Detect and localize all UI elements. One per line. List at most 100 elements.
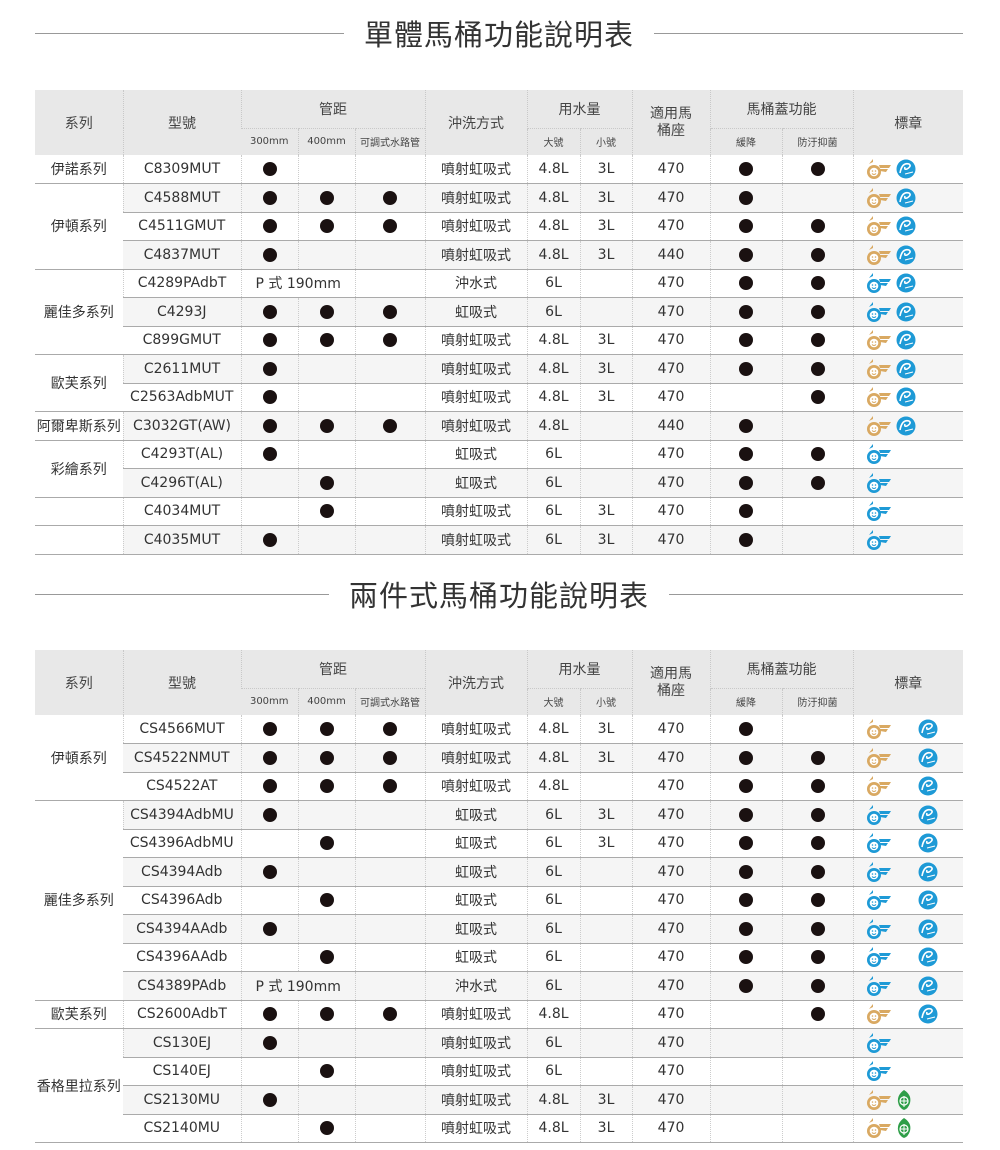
eco-label-blue-icon [896,359,916,379]
header-pipe-distance: 管距 [240,650,426,688]
badges-cell [852,240,964,270]
check-dot-icon [739,779,754,794]
divider [669,593,964,595]
flush-type-cell: 噴射虹吸式 [424,383,528,412]
header-flush-type: 沖洗方式 [424,90,528,155]
anti-cell [781,914,854,944]
subheader-p300: 300mm [241,127,298,155]
header-lid-function: 馬桶蓋功能 [709,650,854,688]
water-big-cell: 4.8L [526,354,581,384]
pipe-p400-cell [297,1028,355,1058]
slow-cell [709,383,783,412]
water-saving-gold-icon [866,719,891,739]
model-cell: CS140EJ [123,1057,241,1086]
pipe-adj-cell [354,497,426,526]
water-big-cell: 6L [526,914,581,944]
check-dot-icon [262,247,277,262]
badges-cell [852,1085,964,1115]
subheader-p400: 400mm [297,687,355,715]
check-dot-icon [262,864,277,879]
water-small-cell [579,857,633,887]
eco-label-blue-icon [896,387,916,407]
subheader-adj: 可調式水路管 [354,687,426,715]
check-dot-icon [262,447,277,462]
pipe-adj-cell [354,829,426,858]
check-dot-icon [319,190,334,205]
check-dot-icon [262,779,277,794]
check-dot-icon [810,333,825,348]
water-saving-gold-icon [866,358,891,379]
table-row: 彩繪系列 C4293T(AL) 虹吸式 6L 470 [35,440,964,498]
check-dot-icon [383,722,398,736]
water-big-cell: 6L [526,468,581,498]
water-small-cell: 3L [579,383,633,412]
seat-size-cell: 470 [631,829,711,858]
slow-cell [709,468,783,498]
check-dot-icon [810,1007,825,1022]
anti-cell [781,829,854,858]
pipe-adj-cell [354,440,426,469]
pipe-p400-cell [297,1085,355,1115]
seat-size-cell: 470 [631,914,711,944]
badges-cell [852,269,964,298]
subheader-p300: 300mm [241,687,298,715]
slow-cell [709,497,783,526]
pipe-p300-cell [240,772,298,801]
subheader-big: 大號 [526,127,581,155]
header-water-usage: 用水量 [526,90,633,128]
check-dot-icon [810,950,825,965]
pipe-p400-cell [297,155,355,184]
water-saving-blue-icon [866,301,891,322]
water-small-cell [579,468,633,498]
subheader-slow: 緩降 [709,687,783,715]
check-dot-icon [739,219,754,234]
seat-size-cell: 470 [631,354,711,384]
seat-size-cell: 470 [631,772,711,801]
model-cell: C4296T(AL) [123,468,241,498]
check-dot-icon [810,893,825,908]
water-small-cell [579,914,633,944]
model-cell: CS2130MU [123,1085,241,1115]
table-row: CS4396AdbMU 虹吸式 6L 3L 470 [35,829,964,858]
check-dot-icon [319,750,334,765]
seat-size-cell: 470 [631,1028,711,1058]
water-big-cell: 4.8L [526,326,581,355]
water-big-cell: 6L [526,943,581,972]
table-row: CS4394Adb 虹吸式 6L 470 [35,857,964,887]
pipe-p400-cell [297,914,355,944]
check-dot-icon [739,504,754,519]
check-dot-icon [262,921,277,936]
header-badge: 標章 [852,650,964,715]
series-cell: 歐芙系列 [35,1000,123,1029]
anti-cell [781,497,854,526]
water-big-cell: 4.8L [526,155,581,184]
model-cell: CS4566MUT [122,715,241,744]
check-dot-icon [810,276,825,291]
pipe-adj-cell [354,886,426,915]
header-seat: 適用馬桶座 [631,650,711,715]
check-dot-icon [739,750,754,765]
slow-cell [709,800,783,830]
pipe-p300-cell [240,1000,298,1029]
eco-label-blue-icon [918,1004,938,1024]
check-dot-icon [319,1064,334,1079]
pipe-p300-cell [240,212,298,241]
water-small-cell: 3L [579,525,633,555]
check-dot-icon [810,475,825,490]
water-saving-blue-icon [866,975,891,996]
pipe-adj-cell [354,743,426,773]
badges-cell [852,525,964,555]
pipe-adj-cell [354,326,426,355]
check-dot-icon [383,304,398,319]
water-big-cell: 4.8L [526,212,581,241]
pipe-text-cell: P 式 190mm [240,971,355,1001]
subheader-small: 小號 [579,687,633,715]
header-seat-text: 適用馬桶座 [650,106,693,139]
pipe-adj-cell [354,1028,426,1058]
anti-cell [781,971,854,1001]
check-dot-icon [262,219,277,234]
seat-size-cell: 470 [631,212,711,241]
pipe-p300-cell [240,326,298,355]
check-dot-icon [810,864,825,879]
table-row: 麗佳多系列 C4289PAdbT P 式 190mm 沖水式 6L 470 [35,269,964,355]
